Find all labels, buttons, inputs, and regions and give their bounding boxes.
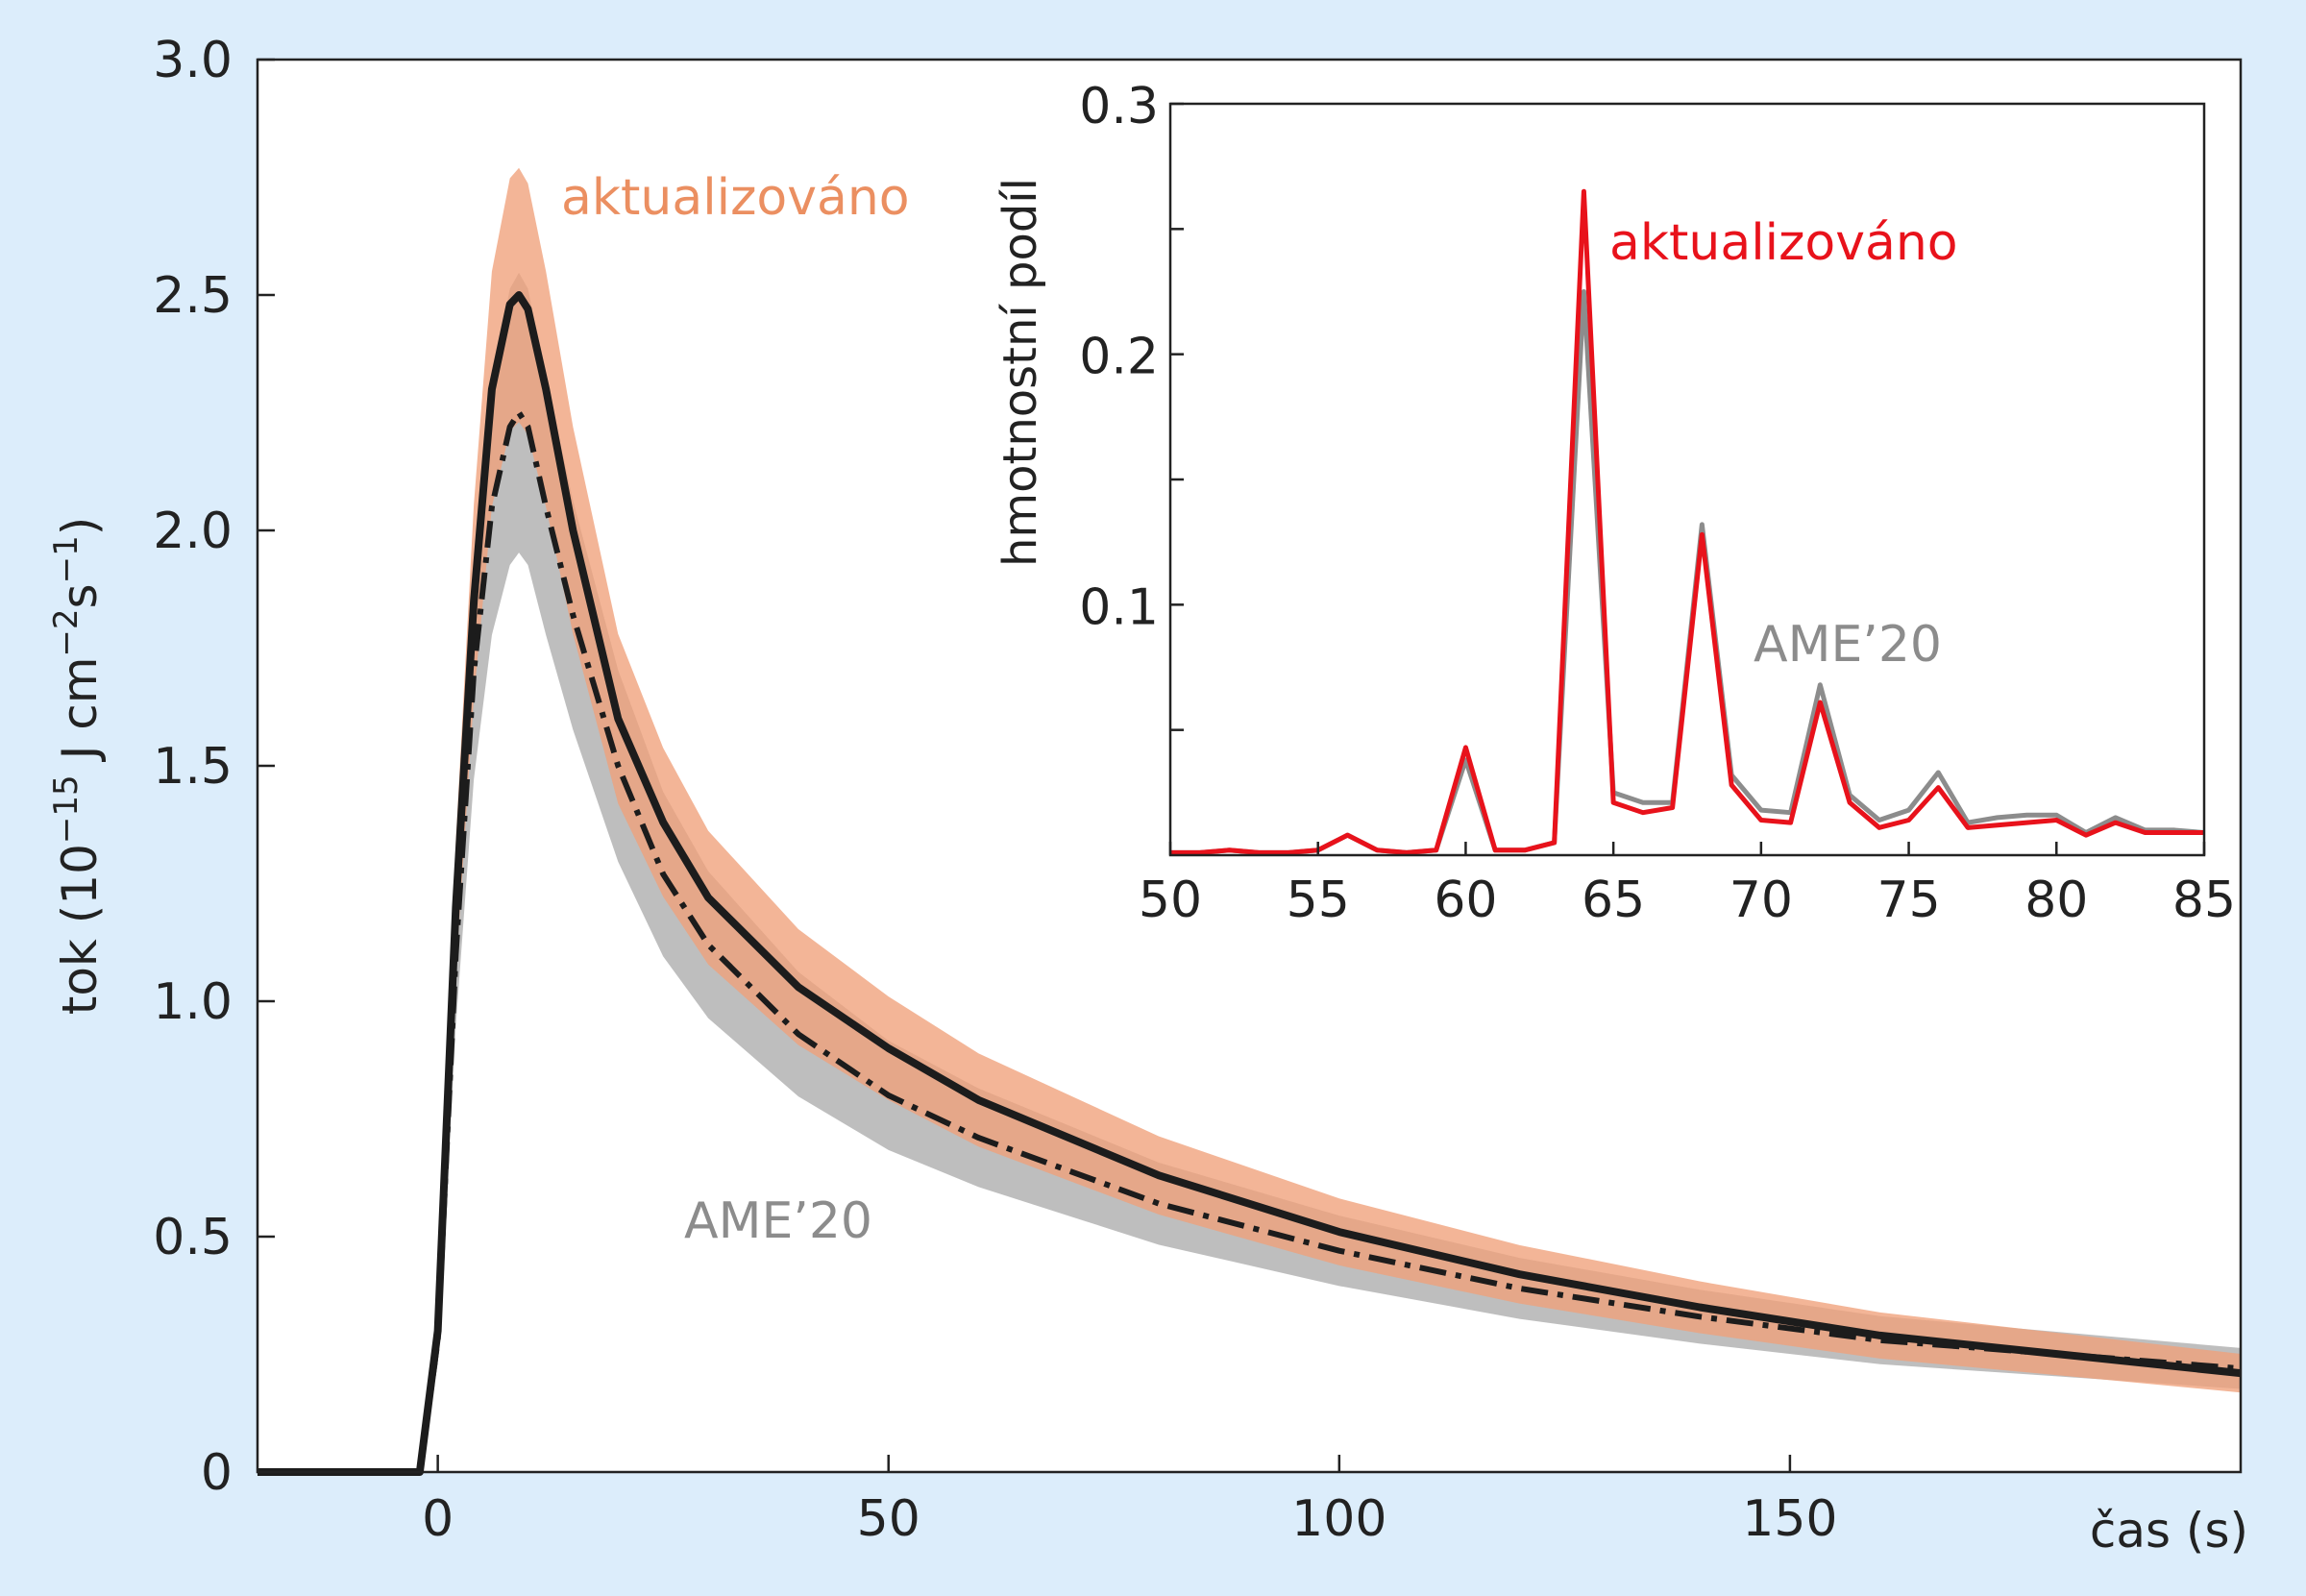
inset-x-tick-label: 80	[2024, 872, 2088, 929]
main-x-tick-label: 50	[857, 1490, 920, 1548]
y-axis-label-main: tok	[52, 939, 108, 1015]
main-ame20-label: AME’20	[684, 1192, 872, 1250]
main-series-lines	[258, 291, 2242, 1476]
y-axis-label-end: )	[52, 517, 108, 536]
inset-updated-line	[1170, 188, 2204, 855]
main-y-tick-label: 3.0	[153, 32, 233, 89]
inset-y-tick-label: 0.1	[1079, 578, 1159, 636]
inset-series-lines	[1170, 188, 2205, 855]
main-y-tick-label: 2.0	[153, 503, 233, 560]
updated-uncertainty-band	[258, 167, 2241, 1473]
inset-x-tick-label: 70	[1730, 872, 1793, 929]
inset-x-tick-label: 60	[1434, 872, 1497, 929]
main-y-tick-label: 1.0	[153, 973, 233, 1031]
y-axis-label-prefix: (10	[52, 844, 108, 923]
inset-y-tick-label: 0.3	[1079, 78, 1159, 135]
main-x-tick-label: 0	[422, 1490, 454, 1548]
inset-x-tick-label: 85	[2172, 872, 2236, 929]
inset-y-axis-label: hmotnostní podíl	[994, 178, 1047, 567]
main-updated-label: aktualizováno	[561, 169, 910, 227]
y-axis-label-exp2: −2	[47, 608, 86, 656]
main-x-tick-label: 100	[1291, 1490, 1386, 1548]
main-y-tick-label: 0	[201, 1444, 233, 1502]
y-axis-label-mid: J cm	[52, 657, 108, 775]
inset-ame20-label: AME’20	[1754, 616, 1942, 674]
y-axis-label: tok (10−15 J cm−2s−1)	[47, 517, 108, 1016]
main-x-tick-label: 150	[1742, 1490, 1837, 1548]
y-axis-label-s: s	[52, 583, 108, 608]
inset-x-tick-label: 65	[1582, 872, 1645, 929]
inset-x-axis: 50 55 60 65 70 75 80 85	[1139, 842, 2236, 929]
inset-x-tick-label: 75	[1877, 872, 1940, 929]
main-y-axis: 0 0.5 1.0 1.5 2.0 2.5 3.0	[153, 32, 275, 1502]
main-y-tick-label: 2.5	[153, 267, 233, 325]
inset-x-tick-label: 50	[1139, 872, 1202, 929]
x-axis-label: čas (s)	[2090, 1503, 2248, 1559]
main-x-axis: 0 50 100 150	[422, 1455, 1838, 1548]
y-axis-label-exp3: −1	[47, 535, 86, 583]
updated-series-line	[258, 291, 2242, 1476]
inset-y-tick-label: 0.2	[1079, 329, 1159, 386]
inset-updated-label: aktualizováno	[1609, 214, 1958, 272]
main-y-tick-label: 0.5	[153, 1209, 233, 1266]
inset-y-axis: 0.1 0.2 0.3	[1079, 78, 1184, 731]
inset-x-tick-label: 55	[1287, 872, 1350, 929]
main-y-tick-label: 1.5	[153, 738, 233, 796]
y-axis-label-exp1: −15	[47, 774, 86, 844]
inset-plot-area	[1170, 104, 2204, 855]
